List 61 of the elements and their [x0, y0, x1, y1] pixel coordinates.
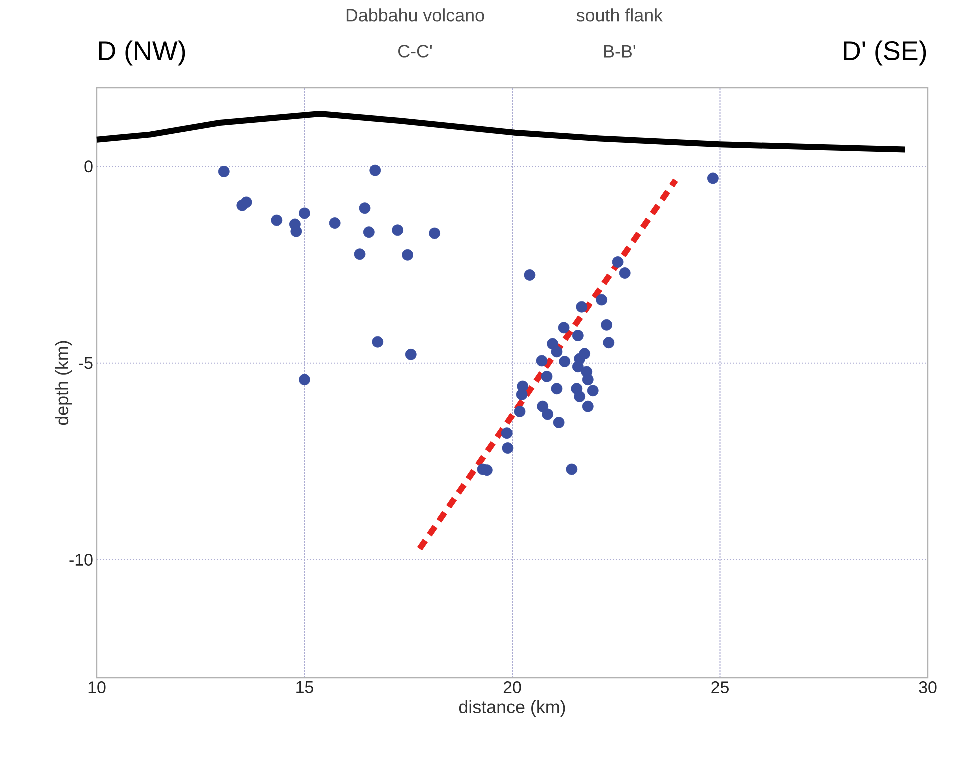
- point: [707, 172, 719, 184]
- y-axis-title: depth (km): [55, 341, 72, 426]
- point: [290, 226, 302, 238]
- point: [566, 464, 578, 476]
- point: [218, 166, 230, 178]
- y-tick-label: -10: [70, 554, 93, 566]
- point: [392, 224, 404, 236]
- text: Dabbahu volcano: [346, 8, 484, 22]
- point: [579, 348, 590, 360]
- point: [405, 348, 417, 360]
- point: [558, 322, 570, 334]
- y-tick-label: -5: [79, 357, 93, 370]
- x-axis-title: distance (km): [459, 700, 566, 718]
- text: south flank: [576, 8, 664, 22]
- point: [587, 385, 599, 397]
- point: [514, 406, 526, 418]
- point: [372, 336, 384, 348]
- point: [559, 356, 571, 368]
- point: [524, 270, 536, 281]
- point: [402, 249, 414, 261]
- point: [354, 248, 366, 260]
- point: [596, 294, 608, 306]
- y-tick-label: 0: [84, 160, 93, 173]
- point: [516, 389, 528, 400]
- point: [541, 371, 553, 382]
- point: [576, 301, 588, 313]
- point: [572, 330, 584, 342]
- point: [299, 208, 310, 220]
- point: [601, 319, 613, 331]
- x-tick-label: 20: [504, 682, 522, 694]
- x-tick-label: 15: [296, 682, 314, 694]
- text: B-B': [604, 45, 636, 58]
- point: [271, 214, 283, 226]
- point: [370, 164, 382, 176]
- point: [553, 417, 565, 428]
- text: D (NW): [99, 40, 186, 66]
- point: [363, 226, 375, 238]
- point: [551, 346, 563, 358]
- point: [329, 218, 341, 229]
- point: [429, 228, 440, 240]
- point: [502, 442, 514, 454]
- point: [359, 202, 371, 214]
- point: [582, 374, 594, 386]
- point: [501, 428, 513, 440]
- point: [551, 383, 563, 395]
- point: [537, 400, 549, 412]
- text: C-C': [398, 45, 432, 58]
- point: [572, 361, 584, 373]
- text: D' (SE): [844, 40, 926, 66]
- x-tick-label: 10: [88, 682, 106, 694]
- x-tick-label: 30: [919, 682, 937, 694]
- point: [240, 196, 252, 208]
- point: [582, 400, 594, 412]
- x-tick-label: 25: [712, 682, 729, 694]
- point: [619, 268, 631, 279]
- point: [299, 374, 310, 386]
- point: [603, 337, 615, 349]
- point: [612, 256, 624, 268]
- point: [536, 355, 548, 367]
- point: [542, 408, 554, 420]
- point: [574, 391, 586, 402]
